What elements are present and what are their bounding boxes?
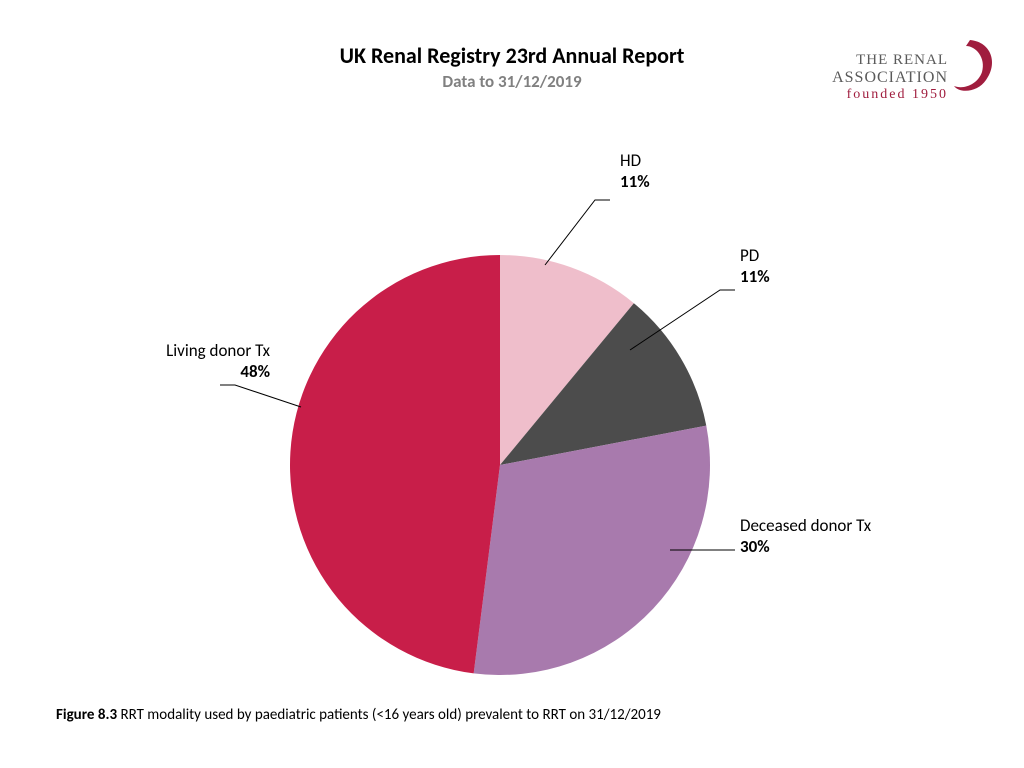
slice-label: HD11% (620, 150, 820, 192)
slice-label: PD11% (740, 245, 940, 287)
figure-caption-text: RRT modality used by paediatric patients… (117, 706, 661, 724)
leader-line (545, 200, 610, 265)
renal-association-logo: THE RENAL ASSOCIATION founded 1950 (820, 34, 1000, 114)
svg-text:ASSOCIATION: ASSOCIATION (832, 69, 948, 86)
pie-chart: HD11% PD11% Deceased donor Tx30% Living don… (0, 120, 1024, 660)
svg-text:founded 1950: founded 1950 (847, 87, 948, 102)
slice-label: Deceased donor Tx30% (740, 515, 940, 557)
pie-slice (290, 255, 500, 673)
slice-label: Living donor Tx48% (70, 340, 270, 382)
logo-swoosh-icon (954, 40, 992, 91)
figure-caption: Figure 8.3 RRT modality used by paediatr… (56, 706, 661, 724)
figure-label: Figure 8.3 (56, 706, 117, 724)
svg-text:THE RENAL: THE RENAL (856, 52, 948, 68)
